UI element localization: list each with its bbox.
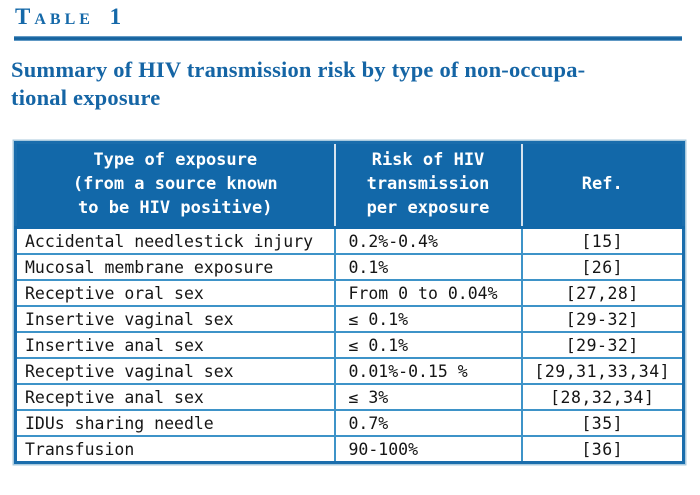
- table-row: Receptive anal sex ≤ 3% [28,32,34]: [14, 383, 685, 411]
- column-header-risk: Risk of HIV transmission per exposure: [334, 142, 523, 229]
- exposure-cell: Receptive anal sex: [14, 383, 336, 411]
- risk-cell: 0.1%: [333, 253, 523, 281]
- risk-cell: 0.7%: [333, 409, 523, 437]
- table-row: Insertive anal sex ≤ 0.1% [29-32]: [14, 331, 685, 359]
- risk-cell: From 0 to 0.04%: [333, 279, 523, 307]
- table-row: Receptive oral sex From 0 to 0.04% [27,2…: [14, 279, 685, 307]
- column-header-ref: Ref.: [521, 142, 684, 229]
- table-caption: Summary of HIV transmission risk by type…: [11, 56, 671, 111]
- column-header-exposure: Type of exposure (from a source known to…: [15, 142, 336, 229]
- ref-cell: [36]: [520, 435, 685, 464]
- ref-cell: [27,28]: [520, 279, 685, 307]
- exposure-cell: IDUs sharing needle: [14, 409, 336, 437]
- risk-cell: ≤ 0.1%: [333, 331, 523, 359]
- table-row: Transfusion 90-100% [36]: [14, 435, 685, 464]
- ref-cell: [35]: [520, 409, 685, 437]
- ref-cell: [29-32]: [520, 331, 685, 359]
- exposure-cell: Insertive vaginal sex: [14, 305, 336, 333]
- ref-cell: [26]: [520, 253, 685, 281]
- table-row: Receptive vaginal sex 0.01%-0.15 % [29,3…: [14, 357, 685, 385]
- exposure-cell: Transfusion: [14, 435, 336, 464]
- risk-cell: 0.2%-0.4%: [333, 226, 523, 255]
- ref-cell: [29-32]: [520, 305, 685, 333]
- exposure-cell: Insertive anal sex: [14, 331, 336, 359]
- exposure-cell: Accidental needlestick injury: [14, 226, 336, 255]
- risk-table: Type of exposure (from a source known to…: [14, 141, 685, 464]
- table-caption-line2: tional exposure: [11, 84, 161, 110]
- table-label: Table 1: [15, 4, 126, 29]
- header-row: Type of exposure (from a source known to…: [15, 142, 684, 229]
- ref-cell: [29,31,33,34]: [520, 357, 685, 385]
- table-row: Accidental needlestick injury 0.2%-0.4% …: [14, 226, 685, 255]
- risk-cell: ≤ 0.1%: [333, 305, 523, 333]
- table-row: Insertive vaginal sex ≤ 0.1% [29-32]: [14, 305, 685, 333]
- risk-cell: 0.01%-0.15 %: [333, 357, 523, 385]
- ref-cell: [28,32,34]: [520, 383, 685, 411]
- table-row: IDUs sharing needle 0.7% [35]: [14, 409, 685, 437]
- table-label-rule: [14, 36, 682, 41]
- exposure-cell: Mucosal membrane exposure: [14, 253, 336, 281]
- table-row: Mucosal membrane exposure 0.1% [26]: [14, 253, 685, 281]
- exposure-cell: Receptive oral sex: [14, 279, 336, 307]
- table-caption-line1: Summary of HIV transmission risk by type…: [11, 57, 586, 82]
- risk-cell: ≤ 3%: [333, 383, 523, 411]
- ref-cell: [15]: [520, 226, 685, 255]
- exposure-cell: Receptive vaginal sex: [14, 357, 336, 385]
- risk-cell: 90-100%: [333, 435, 523, 464]
